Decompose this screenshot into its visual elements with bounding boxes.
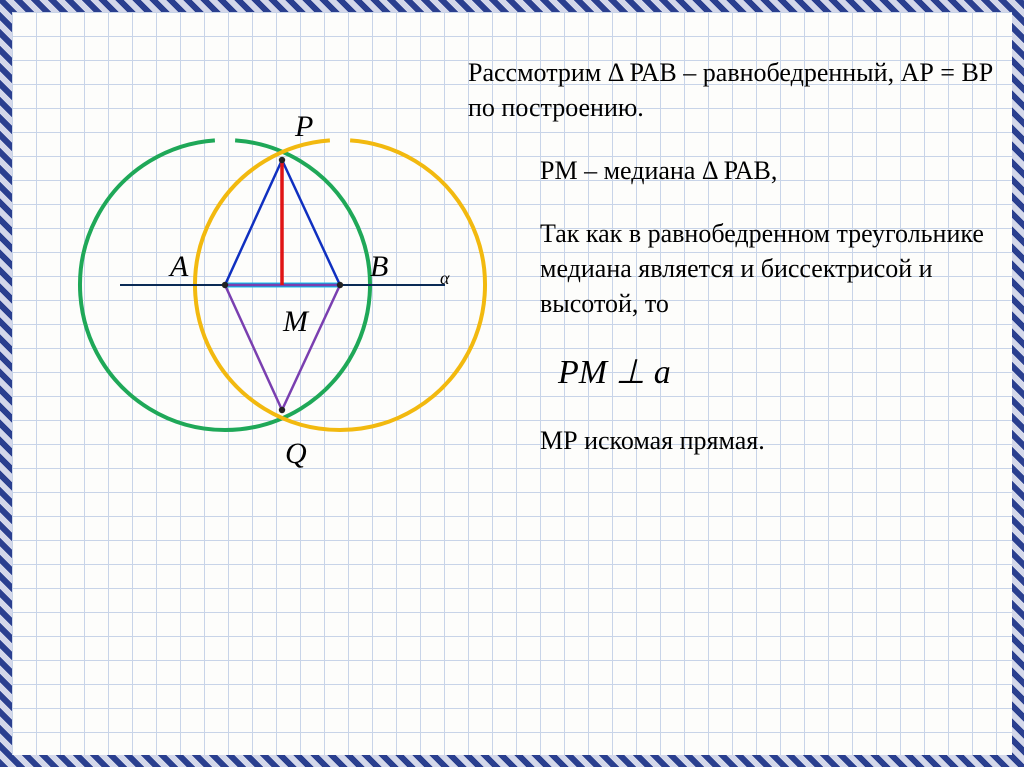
text-line-3: Так как в равнобедренном треугольнике ме… bbox=[468, 216, 1006, 321]
label-B: B bbox=[370, 250, 388, 284]
text-line-2: РМ – медиана Δ РАВ, bbox=[468, 153, 1006, 188]
label-Q: Q bbox=[285, 437, 307, 471]
proof-text-block: Рассмотрим Δ РАВ – равнобедренный, АР = … bbox=[468, 55, 1006, 487]
geometry-diagram: P Q A B M α bbox=[70, 100, 490, 520]
label-alpha: α bbox=[440, 268, 449, 289]
label-M: M bbox=[283, 305, 308, 339]
text-line-1: Рассмотрим Δ РАВ – равнобедренный, АР = … bbox=[468, 55, 1006, 125]
label-P: P bbox=[295, 110, 313, 144]
diagram-svg bbox=[70, 100, 490, 520]
text-formula: PM ⊥ a bbox=[468, 350, 1006, 396]
label-A: A bbox=[170, 250, 188, 284]
text-line-4: МР искомая прямая. bbox=[468, 423, 1006, 458]
